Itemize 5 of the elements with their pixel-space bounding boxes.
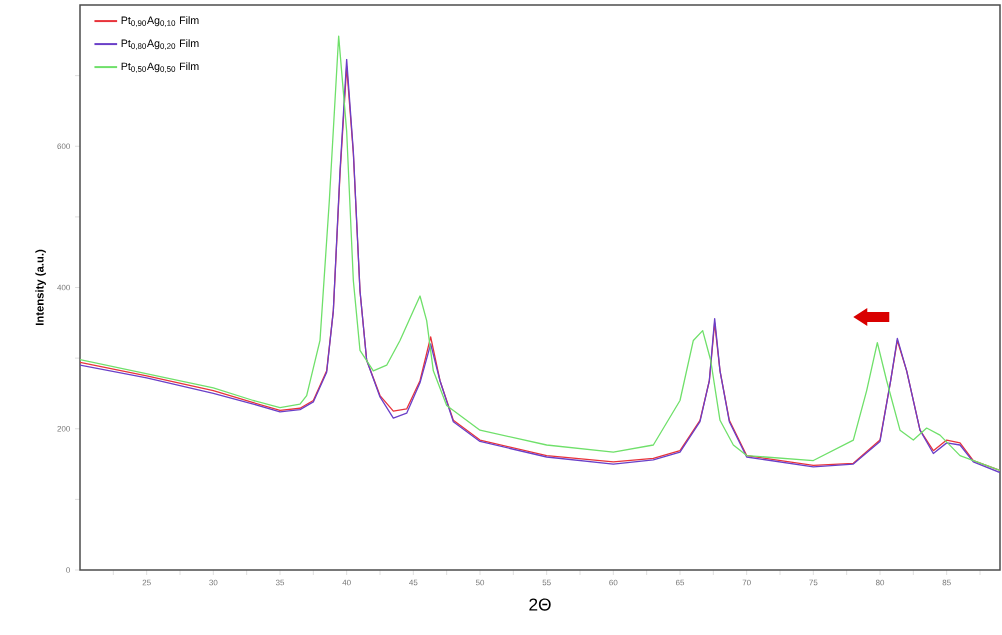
x-axis-title: 2Θ: [529, 598, 551, 611]
legend-label: Pt$_{0,90}$Ag$_{0,10}$ Film: [121, 16, 199, 27]
legend-label: Pt$_{0,80}$Ag$_{0,20}$ Film: [121, 39, 199, 50]
legend-label: Pt$_{0,50}$Ag$_{0,50}$ Film: [121, 62, 199, 73]
y-axis-title: Intensity (a.u.): [35, 249, 46, 326]
